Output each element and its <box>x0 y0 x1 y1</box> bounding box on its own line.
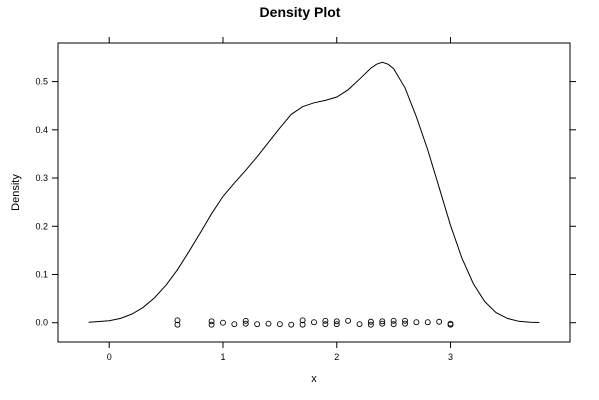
data-point <box>367 318 374 325</box>
data-point <box>242 320 249 327</box>
rug-points <box>174 317 454 328</box>
data-point <box>299 321 306 328</box>
data-point <box>379 320 386 327</box>
data-point <box>231 321 238 328</box>
data-point <box>322 317 329 324</box>
x-tick-label: 3 <box>448 352 453 362</box>
x-tick-label: 2 <box>334 352 339 362</box>
data-point <box>402 320 408 327</box>
data-point <box>299 317 306 324</box>
data-point <box>333 318 340 325</box>
data-point <box>174 317 181 324</box>
data-point <box>356 321 363 328</box>
plot-frame <box>57 42 571 343</box>
data-point <box>390 317 397 324</box>
y-axis-label: Density <box>10 174 22 211</box>
data-point <box>333 321 340 328</box>
y-tick-label: 0.4 <box>35 125 48 135</box>
data-point <box>174 321 181 328</box>
data-point <box>265 320 272 327</box>
density-curve <box>88 61 540 323</box>
y-tick-label: 0.0 <box>35 318 48 328</box>
data-point <box>345 317 352 324</box>
y-tick-label: 0.2 <box>35 221 48 231</box>
data-point <box>379 318 386 325</box>
data-point <box>220 319 226 326</box>
data-point <box>311 319 317 326</box>
data-point <box>413 319 420 326</box>
x-tick-label: 1 <box>220 352 225 362</box>
data-point <box>367 321 374 328</box>
data-point <box>208 321 215 328</box>
data-point <box>402 317 408 324</box>
y-axis-ticks: 0.0 0.1 0.2 0.3 0.4 0.5 <box>35 77 576 328</box>
y-tick-label: 0.5 <box>35 77 48 87</box>
y-tick-label: 0.3 <box>35 173 48 183</box>
data-point <box>288 321 295 328</box>
data-point <box>424 319 431 326</box>
y-tick-label: 0.1 <box>35 269 48 279</box>
data-point <box>322 321 329 328</box>
data-point <box>242 317 249 324</box>
x-axis-ticks: 0 1 2 3 <box>107 37 453 362</box>
data-point <box>208 318 215 325</box>
data-point <box>447 321 454 328</box>
chart-title: Density Plot <box>260 4 341 20</box>
data-point <box>436 318 443 325</box>
x-tick-label: 0 <box>107 352 112 362</box>
data-point <box>254 321 261 328</box>
data-point <box>390 321 397 328</box>
data-point <box>276 321 283 328</box>
x-axis-label: x <box>311 373 317 385</box>
